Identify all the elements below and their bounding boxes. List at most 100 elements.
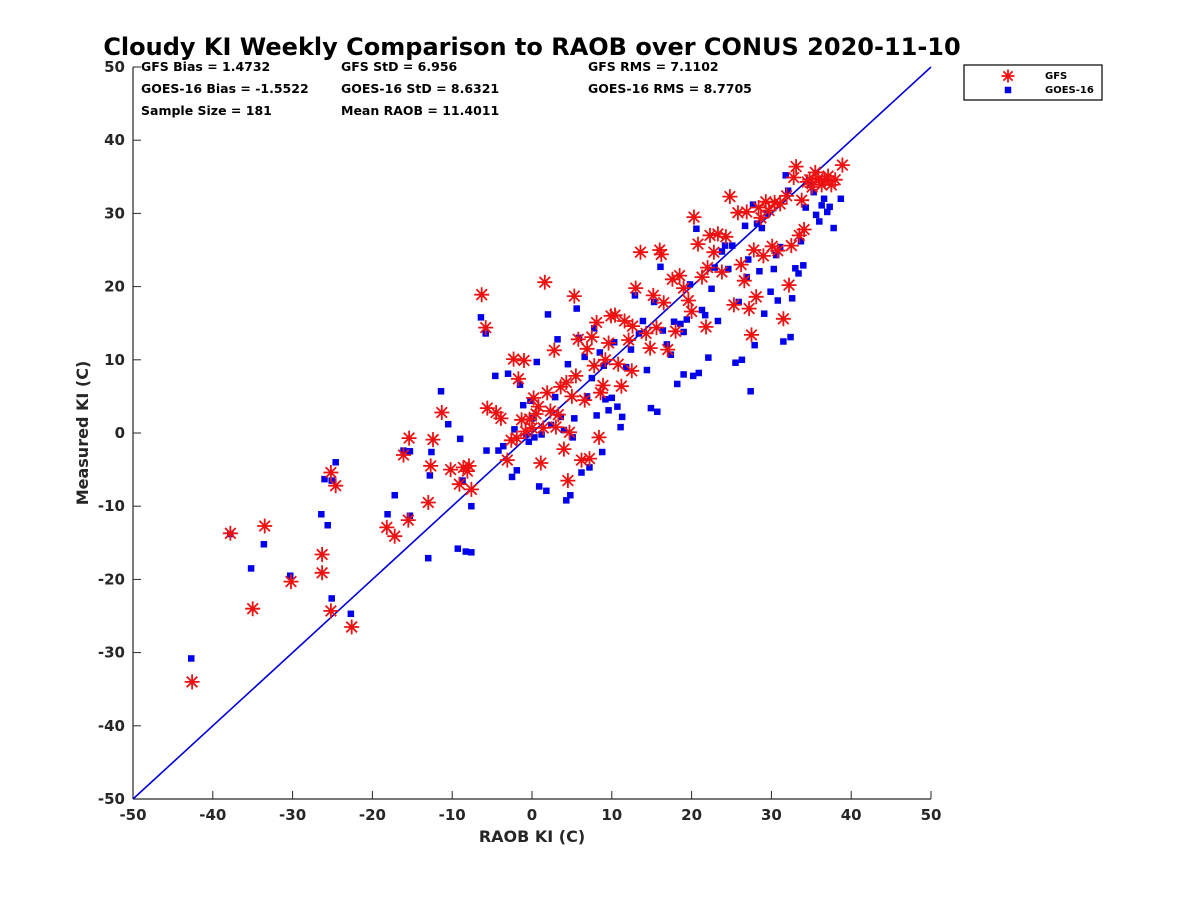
y-axis-label: Measured KI (C)	[73, 361, 92, 506]
gfs-point-stroke	[562, 424, 577, 440]
goes16-point	[533, 358, 541, 366]
gfs-point-stroke	[222, 525, 238, 541]
goes16-point	[810, 188, 817, 196]
gfs-point	[601, 335, 617, 351]
gfs-point	[493, 410, 509, 426]
x-tick-label: 40	[841, 806, 862, 824]
goes16-point	[830, 224, 837, 232]
gfs-point-stroke	[802, 172, 818, 188]
gfs-point	[820, 168, 836, 184]
gfs-point	[589, 315, 605, 330]
gfs-point-stroke	[741, 301, 757, 317]
gfs-point-stroke	[546, 342, 562, 358]
gfs-point-stroke	[488, 405, 504, 420]
gfs-point	[664, 271, 680, 287]
gfs-point-stroke	[645, 287, 661, 303]
gfs-point	[706, 244, 722, 260]
gfs-point-stroke	[791, 227, 807, 243]
goes16-point	[659, 327, 667, 334]
gfs-point-stroke	[617, 313, 633, 329]
gfs-point-stroke	[499, 452, 515, 468]
gfs-point	[562, 424, 577, 440]
gfs-point-stroke	[779, 188, 795, 204]
gfs-point	[524, 420, 540, 436]
x-tick-label: -20	[359, 806, 386, 824]
gfs-point	[770, 243, 786, 259]
gfs-point-stroke	[574, 452, 589, 468]
gfs-point-stroke	[518, 424, 534, 439]
gfs-point-stroke	[730, 205, 746, 221]
gfs-point-stroke	[649, 320, 664, 336]
gfs-point-stroke	[530, 399, 546, 415]
goes16-point	[751, 341, 758, 349]
goes16-point	[820, 195, 828, 203]
goes16-point	[538, 431, 545, 438]
gfs-point-stroke	[794, 192, 810, 208]
gfs-point-stroke	[628, 280, 644, 296]
gfs-point	[539, 385, 555, 401]
legend-gfs-label: GFS	[1045, 71, 1067, 82]
goes16-point	[792, 265, 799, 272]
gfs-point-stroke	[550, 407, 566, 423]
x-tick-label: 10	[601, 806, 622, 824]
gfs-point-stroke	[698, 319, 714, 335]
gfs-point	[767, 194, 783, 210]
goes16-point	[647, 404, 655, 412]
gfs-point	[628, 280, 644, 296]
goes16-point	[581, 353, 588, 361]
gfs-point-stroke	[706, 244, 722, 260]
legend: GFS GOES-16	[963, 64, 1103, 101]
goes16-point	[567, 491, 574, 499]
gfs-point-stroke	[323, 465, 339, 480]
gfs-point-stroke	[811, 170, 826, 186]
gfs-point-stroke	[478, 320, 494, 336]
goes16-point	[695, 369, 703, 377]
gfs-point	[542, 403, 558, 419]
gfs-point	[463, 481, 479, 497]
gfs-point-stroke	[423, 458, 439, 474]
goes16-point	[622, 363, 630, 371]
gfs-point-stroke	[451, 476, 467, 492]
goes16-point	[500, 442, 507, 450]
gfs-point-stroke	[610, 356, 626, 372]
gfs-point	[834, 157, 850, 173]
gfs-point-stroke	[459, 463, 475, 479]
gfs-point	[379, 519, 395, 535]
gfs-point-stroke	[328, 478, 344, 494]
gfs-point-stroke	[582, 451, 597, 467]
goes16-point	[600, 362, 608, 369]
gfs-point	[558, 375, 574, 390]
gfs-point	[526, 390, 542, 406]
y-tick-label: 50	[104, 58, 125, 76]
gfs-point-stroke	[535, 420, 551, 436]
goes16-point	[508, 473, 516, 481]
goes16-point	[795, 270, 802, 277]
gfs-point	[726, 297, 742, 313]
goes16-point	[564, 360, 572, 368]
gfs-point-stroke	[613, 378, 629, 394]
gfs-point	[700, 260, 716, 276]
goes16-point	[456, 435, 464, 443]
legend-goes16-label: GOES-16	[1045, 85, 1094, 96]
gfs-point-stroke	[584, 329, 600, 345]
gfs-point	[653, 246, 669, 262]
gfs-series	[184, 157, 850, 690]
goes16-point	[767, 288, 774, 295]
gfs-point	[387, 528, 403, 544]
goes16-point	[554, 336, 561, 343]
gfs-point-stroke	[770, 243, 786, 259]
x-tick-label: -40	[199, 806, 226, 824]
x-tick-label: 30	[761, 806, 782, 824]
gfs-point-stroke	[314, 547, 330, 562]
goes16-point	[531, 434, 538, 441]
goes16-point	[551, 393, 559, 401]
goes16-point	[816, 218, 823, 225]
gfs-point	[744, 327, 759, 343]
gfs-point	[396, 447, 411, 463]
gfs-point-stroke	[558, 375, 574, 390]
y-tick-label: -30	[98, 644, 125, 662]
gfs-point-stroke	[533, 455, 549, 471]
gfs-point	[550, 407, 566, 423]
goes16-point	[627, 346, 635, 353]
